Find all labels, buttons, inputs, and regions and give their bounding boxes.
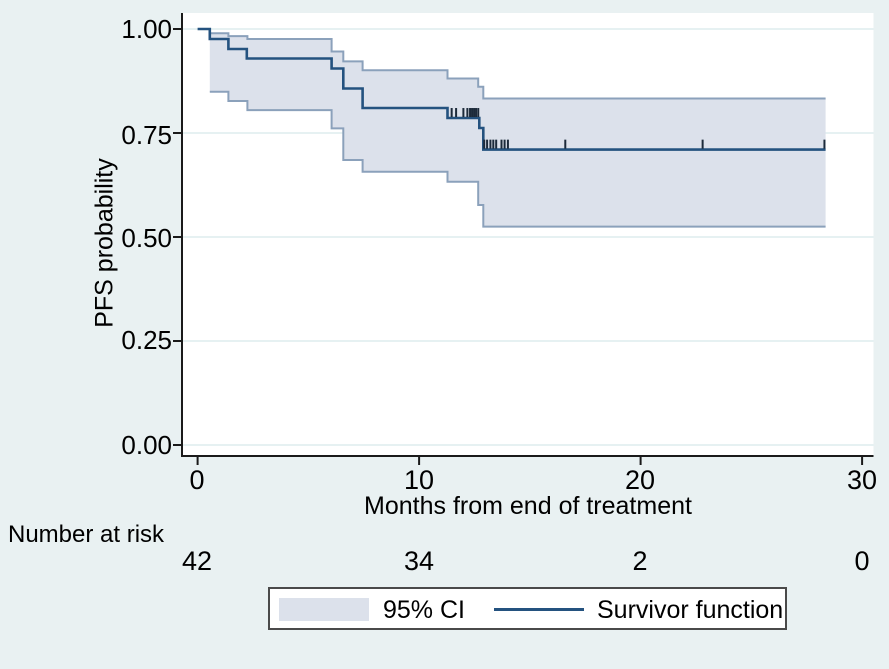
y-tick-label-0: 0.00	[121, 430, 172, 460]
x-tick-label-3: 30	[846, 465, 878, 495]
ci-band-swatch	[279, 598, 369, 621]
y-tick-label-4: 1.00	[121, 14, 172, 44]
x-tick-label-2: 20	[624, 465, 656, 495]
x-tick-label-1: 10	[403, 465, 435, 495]
x-tick-label-0: 0	[189, 465, 205, 495]
legend-label-survivor: Survivor function	[597, 596, 784, 624]
legend: 95% CI Survivor function	[268, 587, 787, 630]
ci-band-edges	[209, 32, 826, 228]
survivor-line-swatch	[494, 608, 584, 611]
censor-ticks	[450, 108, 826, 149]
y-tick-label-3: 0.75	[121, 120, 172, 150]
risk-count-2: 2	[632, 546, 648, 576]
number-at-risk-label: Number at risk	[8, 521, 165, 548]
ci-band	[209, 33, 826, 227]
risk-count-3: 0	[854, 546, 870, 576]
risk-count-1: 34	[403, 546, 435, 576]
y-axis-title: PFS probability	[90, 158, 119, 328]
survivor-line	[197, 27, 826, 151]
y-tick-label-1: 0.25	[121, 325, 172, 355]
risk-count-0: 42	[181, 546, 213, 576]
x-axis-title: Months from end of treatment	[364, 492, 692, 520]
axes	[173, 13, 874, 465]
legend-label-ci: 95% CI	[383, 596, 465, 624]
y-tick-label-2: 0.50	[121, 223, 172, 253]
